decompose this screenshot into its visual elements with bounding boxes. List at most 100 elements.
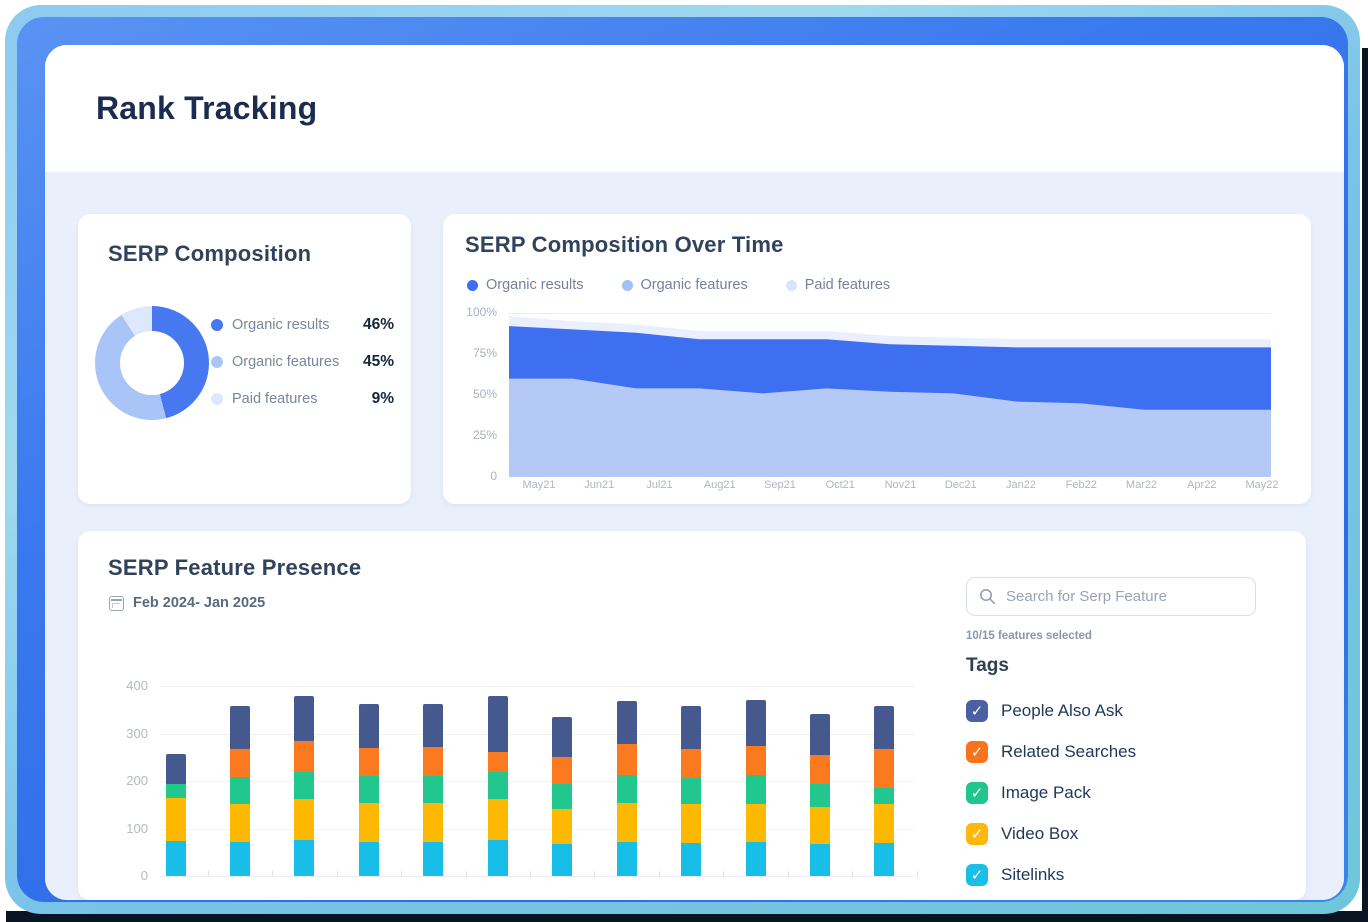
bar-segment	[681, 778, 702, 805]
bar-stack	[552, 716, 573, 876]
bar-segment	[294, 798, 315, 840]
bar-segment	[294, 740, 315, 772]
bar-segment	[681, 804, 702, 843]
legend-item: Organic results 46%	[211, 313, 394, 337]
bar-stack	[681, 705, 702, 876]
bar-segment	[552, 757, 573, 785]
serp-composition-title: SERP Composition	[108, 241, 312, 266]
serp-over-time-title: SERP Composition Over Time	[465, 232, 784, 257]
x-axis-tick: Jun21	[584, 479, 615, 491]
legend-label: Paid features	[232, 391, 318, 407]
bar-segment	[358, 802, 379, 842]
tag-label: Related Searches	[1001, 741, 1137, 761]
serp-feature-presence-title: SERP Feature Presence	[108, 555, 362, 580]
bar-segment	[681, 842, 702, 876]
bar-segment	[423, 704, 444, 748]
bar-segment	[229, 803, 250, 842]
feature-bar-chart	[160, 686, 918, 877]
bar-segment	[874, 804, 895, 844]
serp-over-time-legend: Organic results Organic features Paid feat…	[467, 277, 890, 293]
bar-segment	[810, 807, 830, 845]
checkbox-checked-icon[interactable]: ✓	[966, 822, 988, 845]
x-axis-tick-mark	[594, 871, 596, 877]
bar-stack	[745, 700, 766, 876]
date-range-picker[interactable]: Feb 2024- Jan 2025	[109, 595, 265, 611]
bar-segment	[487, 751, 508, 772]
x-axis-tick: Jul21	[646, 479, 673, 491]
x-axis-tick-mark	[852, 871, 854, 877]
bar-segment	[874, 843, 895, 876]
bar-stack	[165, 753, 186, 876]
bar-stack	[810, 714, 830, 876]
tag-item[interactable]: ✓ Sitelinks	[966, 854, 1256, 895]
tag-item[interactable]: ✓ People Also Ask	[966, 690, 1256, 731]
y-axis-tick: 25%	[472, 428, 497, 442]
legend-value: 45%	[362, 353, 394, 370]
tag-item[interactable]: ✓ Video Box	[966, 813, 1256, 854]
bar-stack	[616, 701, 637, 876]
search-icon	[979, 588, 996, 605]
bar-segment	[681, 749, 702, 779]
y-axis-tick: 100%	[466, 305, 497, 319]
serp-over-time-card: SERP Composition Over Time Organic resul…	[443, 214, 1311, 504]
x-axis-line	[160, 876, 914, 877]
bar-segment	[165, 784, 186, 799]
page-backdrop-bottom	[6, 911, 1368, 922]
bar-stack	[294, 696, 315, 876]
legend-item: Paid features	[785, 277, 890, 293]
bar-stack	[229, 705, 250, 876]
search-input[interactable]	[1006, 588, 1243, 605]
y-axis-tick: 0	[140, 868, 148, 883]
date-range-label: Feb 2024- Jan 2025	[133, 595, 266, 611]
legend-dot	[621, 279, 633, 291]
x-axis-tick: Jan22	[1006, 479, 1036, 491]
x-axis-tick-mark	[916, 871, 918, 877]
bar-segment	[165, 798, 186, 841]
page-header: Rank Tracking	[45, 45, 1344, 172]
checkbox-checked-icon[interactable]: ✓	[966, 699, 988, 722]
serp-composition-card: SERP Composition Organic results 46% Org…	[78, 214, 411, 504]
bar-segment	[810, 714, 830, 755]
x-axis-tick: Apr22	[1187, 479, 1217, 491]
bar-segment	[294, 696, 315, 741]
bar-segment	[874, 706, 895, 749]
bar-stack	[874, 706, 895, 876]
x-axis-tick: Dec21	[944, 479, 977, 491]
checkbox-checked-icon[interactable]: ✓	[966, 863, 988, 886]
x-axis-tick: May21	[522, 479, 556, 491]
bar-segment	[616, 701, 637, 745]
x-axis-tick: May22	[1245, 479, 1279, 491]
bar-segment	[616, 803, 637, 842]
checkbox-checked-icon[interactable]: ✓	[966, 740, 988, 763]
bar-segment	[423, 747, 444, 777]
bar-segment	[423, 802, 444, 842]
legend-item: Paid features 9%	[211, 387, 394, 411]
bar-segment	[165, 840, 186, 876]
legend-dot	[211, 319, 223, 331]
tag-item[interactable]: ✓ Image Pack	[966, 772, 1256, 813]
bar-segment	[552, 844, 573, 876]
x-axis-tick-mark	[272, 871, 274, 877]
legend-value: 9%	[371, 390, 394, 407]
x-axis-tick: Sep21	[764, 479, 796, 491]
features-selected-count: 10/15 features selected	[966, 630, 1092, 642]
y-axis-tick: 400	[126, 678, 148, 693]
bar-segment	[616, 775, 637, 804]
bar-segment	[745, 804, 766, 842]
tag-item[interactable]: ✓ Related Searches	[966, 731, 1256, 772]
serp-feature-search[interactable]	[966, 577, 1256, 616]
bar-segment	[745, 775, 766, 805]
legend-item: Organic features 45%	[211, 350, 394, 374]
x-axis-tick: Oct21	[825, 479, 855, 491]
bar-segment	[616, 744, 637, 776]
gridline	[160, 781, 914, 782]
bar-segment	[745, 841, 766, 876]
y-axis-tick: 0	[490, 469, 497, 483]
tag-label: People Also Ask	[1001, 700, 1123, 720]
window-frame: Rank Tracking SERP Composition Organic r…	[5, 5, 1360, 914]
gridline	[160, 733, 914, 735]
bar-segment	[810, 784, 830, 808]
page-title: Rank Tracking	[96, 90, 318, 126]
checkbox-checked-icon[interactable]: ✓	[966, 781, 988, 804]
bar-segment	[358, 841, 379, 876]
